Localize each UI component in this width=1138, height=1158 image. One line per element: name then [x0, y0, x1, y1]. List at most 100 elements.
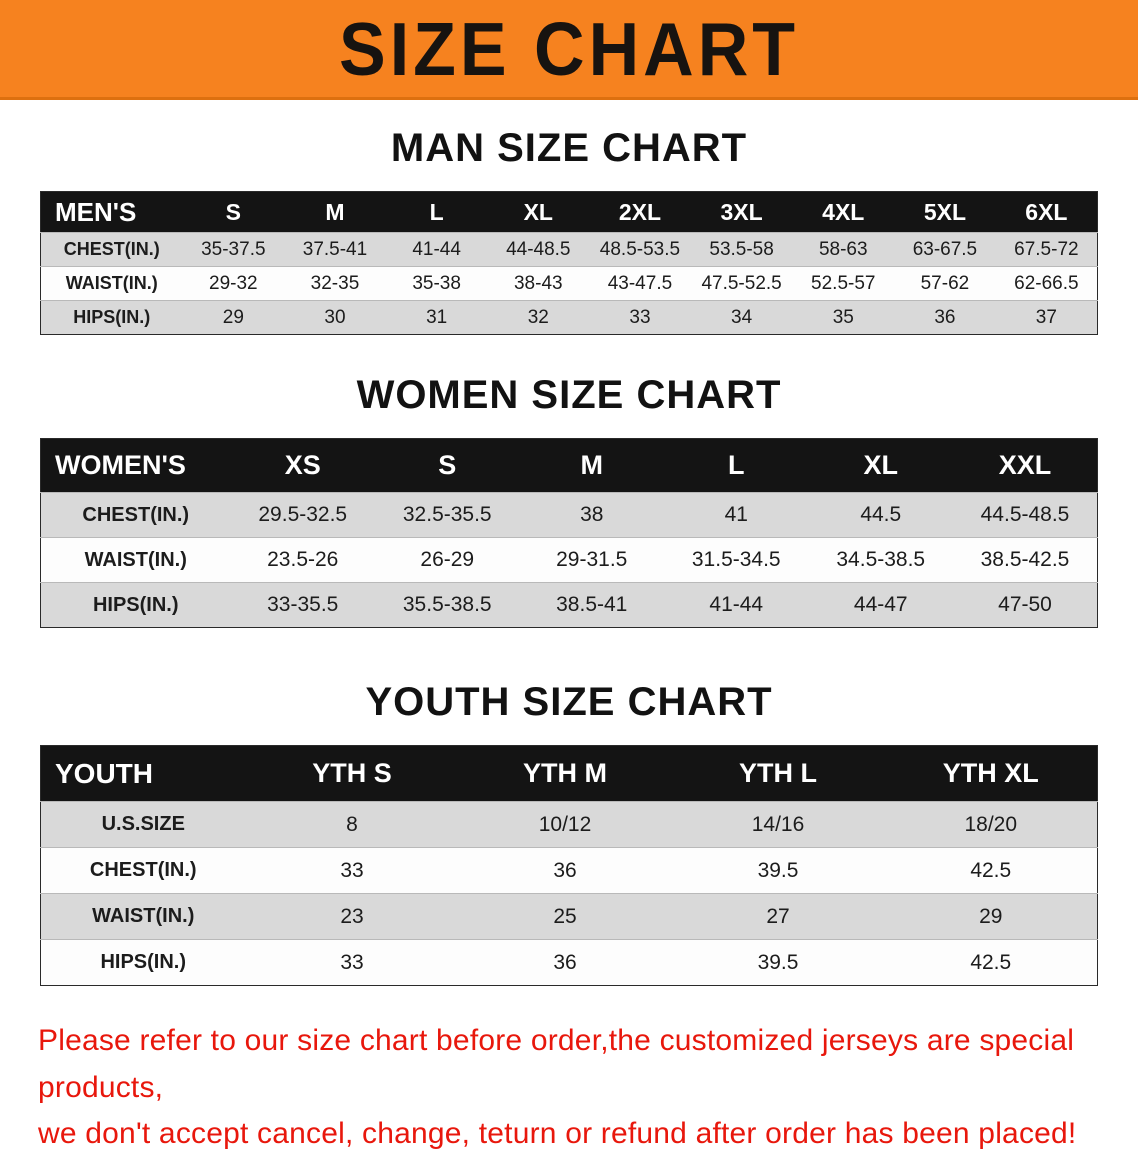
size-value: 10/12	[458, 801, 672, 848]
size-value: 42.5	[884, 847, 1098, 894]
size-value: 38	[519, 492, 664, 538]
size-value: 38-43	[487, 266, 590, 301]
table-corner-label: WOMEN'S	[40, 438, 231, 493]
size-value: 36	[894, 300, 996, 335]
table-row: HIPS(IN.) 33-35.5 35.5-38.5 38.5-41 41-44 44-…	[40, 582, 1098, 628]
size-column-header: 2XL	[589, 191, 691, 233]
table-header-row: YOUTH YTH S YTH M YTH L YTH XL	[40, 745, 1098, 802]
size-column-header: XL	[487, 191, 590, 233]
size-value: 36	[458, 939, 672, 986]
size-value: 33	[589, 300, 691, 335]
size-value: 57-62	[894, 266, 996, 301]
size-value: 37.5-41	[284, 232, 386, 267]
size-value: 18/20	[884, 801, 1098, 848]
size-value: 29-31.5	[519, 537, 664, 583]
table-row: WAIST(IN.) 23 25 27 29	[40, 893, 1098, 940]
size-column-header: 3XL	[690, 191, 793, 233]
size-value: 44.5-48.5	[953, 492, 1098, 538]
size-value: 8	[245, 801, 459, 848]
table-row: WAIST(IN.) 29-32 32-35 35-38 38-43 43-47.5 47.…	[40, 266, 1098, 301]
size-column-header: XS	[230, 438, 375, 493]
size-column-header: YTH S	[245, 745, 459, 802]
table-row: CHEST(IN.) 33 36 39.5 42.5	[40, 847, 1098, 894]
size-column-header: S	[182, 191, 285, 233]
size-value: 27	[671, 893, 885, 940]
banner-title: SIZE CHART	[339, 6, 799, 91]
size-value: 32	[487, 300, 590, 335]
size-value: 31	[385, 300, 488, 335]
size-column-header: L	[385, 191, 488, 233]
size-value: 41	[664, 492, 809, 538]
size-value: 23.5-26	[230, 537, 375, 583]
row-label: HIPS(IN.)	[40, 939, 246, 986]
size-value: 39.5	[671, 847, 885, 894]
row-label: CHEST(IN.)	[40, 492, 231, 538]
size-chart-banner: SIZE CHART	[0, 0, 1138, 100]
size-value: 33-35.5	[230, 582, 375, 628]
table-row: U.S.SIZE 8 10/12 14/16 18/20	[40, 801, 1098, 848]
size-column-header: 5XL	[894, 191, 996, 233]
size-value: 31.5-34.5	[664, 537, 809, 583]
table-row: CHEST(IN.) 35-37.5 37.5-41 41-44 44-48.5 48.5…	[40, 232, 1098, 267]
size-column-header: YTH M	[458, 745, 672, 802]
row-label: WAIST(IN.)	[40, 893, 246, 940]
row-label: HIPS(IN.)	[40, 300, 183, 335]
size-column-header: 6XL	[995, 191, 1098, 233]
size-value: 35	[792, 300, 895, 335]
size-value: 33	[245, 939, 459, 986]
size-column-header: YTH XL	[884, 745, 1098, 802]
table-row: HIPS(IN.) 33 36 39.5 42.5	[40, 939, 1098, 986]
size-column-header: XXL	[953, 438, 1098, 493]
size-value: 43-47.5	[589, 266, 691, 301]
size-value: 35-37.5	[182, 232, 285, 267]
size-value: 37	[995, 300, 1098, 335]
size-value: 29	[182, 300, 285, 335]
disclaimer: Please refer to our size chart before or…	[0, 1018, 1138, 1158]
women-section-heading: WOMEN SIZE CHART	[356, 373, 782, 417]
size-value: 35.5-38.5	[375, 582, 520, 628]
table-row: HIPS(IN.) 29 30 31 32 33 34 35 36 37	[40, 300, 1098, 335]
youth-size-section: YOUTH SIZE CHART YOUTH YTH S YTH M YTH L YTH…	[0, 680, 1138, 986]
women-size-section: WOMEN SIZE CHART WOMEN'S XS S M L XL XXL CHEST(…	[0, 373, 1138, 628]
size-value: 32.5-35.5	[375, 492, 520, 538]
size-value: 44.5	[808, 492, 953, 538]
disclaimer-line-2: we don't accept cancel, change, teturn o…	[38, 1117, 1077, 1150]
size-value: 30	[284, 300, 386, 335]
row-label: CHEST(IN.)	[40, 847, 246, 894]
youth-section-heading: YOUTH SIZE CHART	[365, 680, 773, 724]
size-value: 35-38	[385, 266, 488, 301]
size-value: 41-44	[385, 232, 488, 267]
size-value: 32-35	[284, 266, 386, 301]
men-size-section: MAN SIZE CHART MEN'S S M L XL 2XL 3XL 4XL 5XL 6XL…	[0, 126, 1138, 335]
row-label: HIPS(IN.)	[40, 582, 231, 628]
table-row: WAIST(IN.) 23.5-26 26-29 29-31.5 31.5-34.5 34…	[40, 537, 1098, 583]
row-label: CHEST(IN.)	[40, 232, 183, 267]
men-size-table: MEN'S S M L XL 2XL 3XL 4XL 5XL 6XL CHEST(IN.) 35-37…	[40, 191, 1098, 335]
size-value: 26-29	[375, 537, 520, 583]
size-value: 34	[690, 300, 793, 335]
size-value: 23	[245, 893, 459, 940]
size-column-header: 4XL	[792, 191, 895, 233]
size-value: 25	[458, 893, 672, 940]
size-column-header: XL	[808, 438, 953, 493]
size-value: 14/16	[671, 801, 885, 848]
size-value: 36	[458, 847, 672, 894]
size-value: 52.5-57	[792, 266, 895, 301]
size-value: 58-63	[792, 232, 895, 267]
size-value: 44-48.5	[487, 232, 590, 267]
size-value: 38.5-41	[519, 582, 664, 628]
size-value: 29.5-32.5	[230, 492, 375, 538]
size-value: 42.5	[884, 939, 1098, 986]
size-column-header: M	[519, 438, 664, 493]
size-value: 34.5-38.5	[808, 537, 953, 583]
size-column-header: S	[375, 438, 520, 493]
size-value: 67.5-72	[995, 232, 1098, 267]
men-section-heading: MAN SIZE CHART	[390, 126, 748, 170]
size-value: 63-67.5	[894, 232, 996, 267]
table-row: CHEST(IN.) 29.5-32.5 32.5-35.5 38 41 44.5 44.5…	[40, 492, 1098, 538]
size-value: 47-50	[953, 582, 1098, 628]
size-value: 44-47	[808, 582, 953, 628]
size-column-header: M	[284, 191, 386, 233]
size-value: 62-66.5	[995, 266, 1098, 301]
size-value: 33	[245, 847, 459, 894]
